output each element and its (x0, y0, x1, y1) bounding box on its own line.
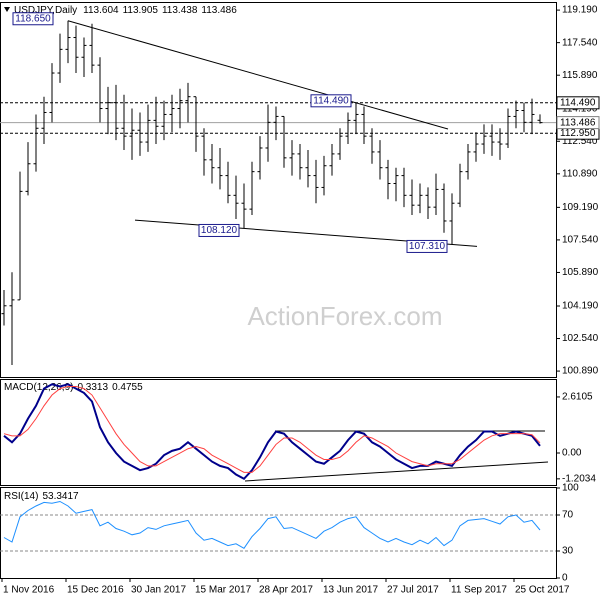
annotation-box (310, 94, 352, 108)
y-tick-label: 102.540 (562, 333, 599, 344)
y-tick-label: 2.6105 (562, 392, 593, 403)
x-tick-label: 27 Jul 2017 (387, 585, 439, 596)
x-tick-label: 25 Oct 2017 (515, 585, 570, 596)
y-tick-label: 0 (562, 573, 568, 584)
y-tick-label: 0.00 (562, 448, 582, 459)
quote-close: 113.486 (201, 5, 237, 16)
y-tick-label: -1.2034 (562, 473, 596, 484)
y-tick-label: 100 (562, 483, 579, 494)
annotation-box (198, 223, 240, 237)
y-tick-label: 100.890 (562, 366, 599, 377)
y-tick-label: 70 (562, 510, 574, 521)
x-tick-label: 30 Jan 2017 (131, 585, 186, 596)
series-line (3, 500, 541, 549)
menu-icon (4, 7, 10, 12)
macd-title: MACD(12,26,9) (4, 382, 73, 393)
rsi-frame (0, 487, 557, 579)
y-tick-label: 30 (562, 546, 574, 557)
chart-title: USDJPY,Daily (14, 5, 77, 16)
watermark: ActionForex.com (247, 301, 442, 331)
rsi-value: 53.3417 (42, 491, 79, 502)
y-tick-label: 105.890 (562, 267, 599, 278)
level-label: 114.490 (560, 97, 596, 108)
quote-open: 113.604 (83, 5, 119, 16)
x-tick-label: 13 Jun 2017 (323, 585, 378, 596)
rsi-title: RSI(14) (4, 491, 38, 502)
quote-high: 113.905 (123, 5, 159, 16)
price-header: USDJPY,Daily 113.604 113.905 113.438 113.486 (14, 5, 237, 16)
rsi-header: RSI(14) 53.3417 (4, 491, 79, 502)
annotation-label: 107.310 (409, 241, 446, 252)
quote-low: 113.438 (162, 5, 198, 16)
annotation-box (406, 239, 448, 253)
annotation-box (12, 12, 54, 26)
y-tick-label: 115.890 (562, 70, 598, 81)
macd-frame (0, 379, 557, 486)
current-price-label: 113.486 (560, 117, 596, 128)
y-tick-label: 104.190 (562, 301, 599, 312)
series-line (3, 385, 541, 473)
level-label: 112.950 (560, 128, 596, 139)
annotation-label: 108.120 (201, 225, 238, 236)
y-tick-label: 119.190 (562, 5, 598, 16)
x-tick-label: 28 Apr 2017 (259, 585, 313, 596)
macd-header: MACD(12,26,9) 0.3313 0.4755 (4, 382, 143, 393)
signal-value: 0.4755 (112, 382, 143, 393)
x-tick-label: 1 Nov 2016 (3, 585, 55, 596)
y-tick-label: 112.540 (562, 136, 598, 147)
annotation-label: 114.490 (313, 95, 349, 106)
y-tick-label: 107.540 (562, 235, 599, 246)
current-price-box (556, 116, 600, 130)
x-tick-label: 15 Dec 2016 (67, 585, 124, 596)
level-label-box (556, 96, 600, 110)
y-tick-label: 110.890 (562, 168, 598, 179)
trend-line (67, 20, 449, 130)
series-line (3, 383, 541, 481)
price-frame (0, 2, 557, 378)
annotation-label: 118.650 (15, 13, 51, 24)
y-tick-label: 109.190 (562, 202, 599, 213)
macd-support-line (244, 461, 549, 482)
y-tick-label: 117.540 (562, 37, 598, 48)
x-tick-label: 15 Mar 2017 (195, 585, 252, 596)
x-tick-label: 11 Sep 2017 (451, 585, 507, 596)
macd-value: 0.3313 (77, 382, 108, 393)
